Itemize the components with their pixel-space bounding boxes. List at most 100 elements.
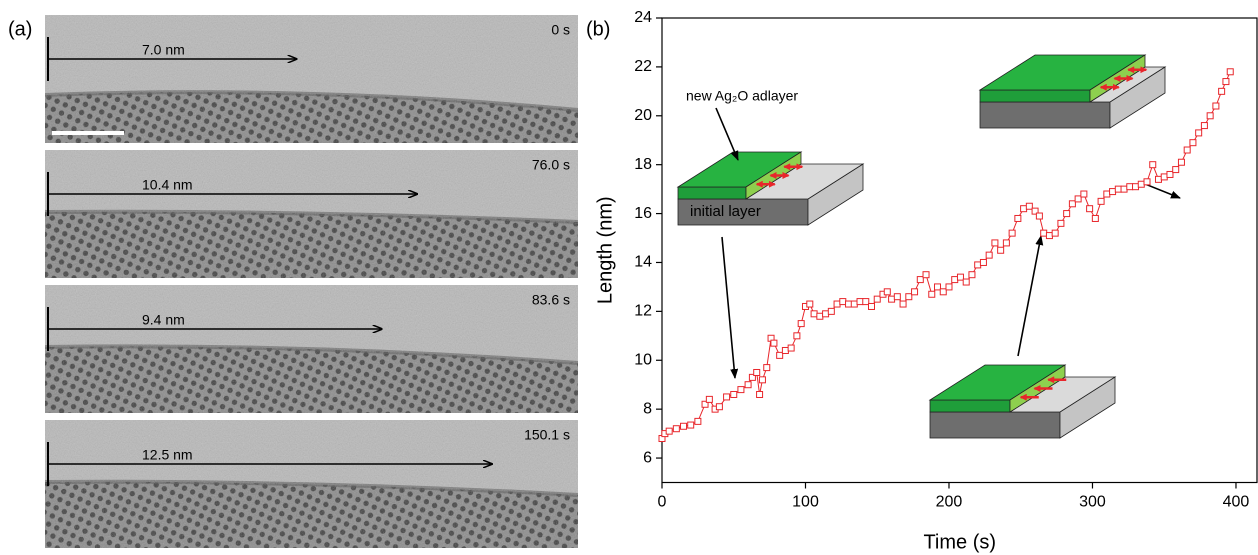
y-tick-label: 14 [634,254,652,271]
data-point [916,276,924,284]
data-point [1014,214,1022,222]
data-point [833,300,841,308]
plot-frame [661,17,1258,484]
pointer [715,107,739,161]
time-label: 83.6 s [532,292,570,308]
y-tick-label: 6 [643,449,652,466]
data-point [928,290,936,298]
data-point [1218,87,1226,95]
annotation: new Ag₂O adlayer [686,88,798,104]
x-tick-label: 100 [792,494,819,511]
x-tick-label: 400 [1223,494,1250,511]
data-point [962,278,970,286]
data-point [1222,78,1230,86]
data-point [1035,212,1043,220]
x-tick-label: 0 [658,494,667,511]
data-point [680,422,688,430]
distance-label: 9.4 nm [142,312,185,328]
base-front [979,101,1111,129]
data-point [1086,205,1094,213]
data-point [797,320,805,328]
micrograph [45,420,578,548]
data-point [723,393,731,401]
data-point [756,390,764,398]
data-point [1114,185,1122,193]
data-point [822,310,830,318]
data-point [1008,229,1016,237]
data-point [1195,129,1203,137]
data-point [1206,112,1214,120]
data-point [1126,183,1134,191]
data-point [1074,195,1082,203]
data-point [911,288,919,296]
time-label: 150.1 s [524,427,570,443]
data-point [763,364,771,372]
data-point [1040,229,1048,237]
data-point [956,273,964,281]
micrograph [45,15,578,143]
data-point [850,300,858,308]
data-point [787,344,795,352]
data-point [781,346,789,354]
data-point [899,300,907,308]
annotation: initial layer [690,203,761,220]
layer-front [677,186,747,200]
data-point [1137,180,1145,188]
data-point [1226,68,1234,76]
data-point [839,298,847,306]
data-point [1160,173,1168,181]
data-point [985,251,993,259]
data-point [1057,219,1065,227]
data-point [1031,207,1039,215]
data-point [793,332,801,340]
y-tick-label: 18 [634,156,652,173]
data-point [1183,146,1191,154]
noise [45,285,578,413]
data-point [905,293,913,301]
y-tick-label: 10 [634,351,652,368]
data-point [748,373,756,381]
base-front [929,411,1061,439]
data-point [1177,158,1185,166]
y-axis-label: Length (nm) [594,196,616,304]
data-point [744,381,752,389]
data-point [974,261,982,269]
data-point [845,300,853,308]
layer-front [979,89,1091,103]
data-point [1020,205,1028,213]
data-point [1200,122,1208,130]
data-point [1063,210,1071,218]
pointer [1017,235,1044,357]
schematic [978,54,1167,129]
panel-label: (b) [586,18,610,40]
x-axis-label: Time (s) [923,531,996,553]
micrograph [45,285,578,413]
data-point [934,283,942,291]
data-point [758,376,766,384]
data-point [883,288,891,296]
data-point [868,302,876,310]
y-tick-label: 22 [634,58,652,75]
data-point [939,288,947,296]
data-point [1154,175,1162,183]
y-tick-label: 24 [634,9,652,26]
data-point [1166,170,1174,178]
data-point [1045,232,1053,240]
panel-b: 6 8 10 12 14 16 18 20 22 24 0 100 200 300 400 Time (s) L… [594,9,1258,553]
base-front [677,198,809,226]
data-point [665,427,673,435]
data-point [951,276,959,284]
noise [45,150,578,278]
data-point [770,339,778,347]
data-point [827,307,835,315]
data-point [701,400,709,408]
data-point [776,351,784,359]
noise [45,15,578,143]
x-tick-label: 300 [1079,494,1106,511]
data-point [893,293,901,301]
data-point [694,417,702,425]
data-point [672,425,680,433]
noise [45,420,578,548]
data-point [737,386,745,394]
